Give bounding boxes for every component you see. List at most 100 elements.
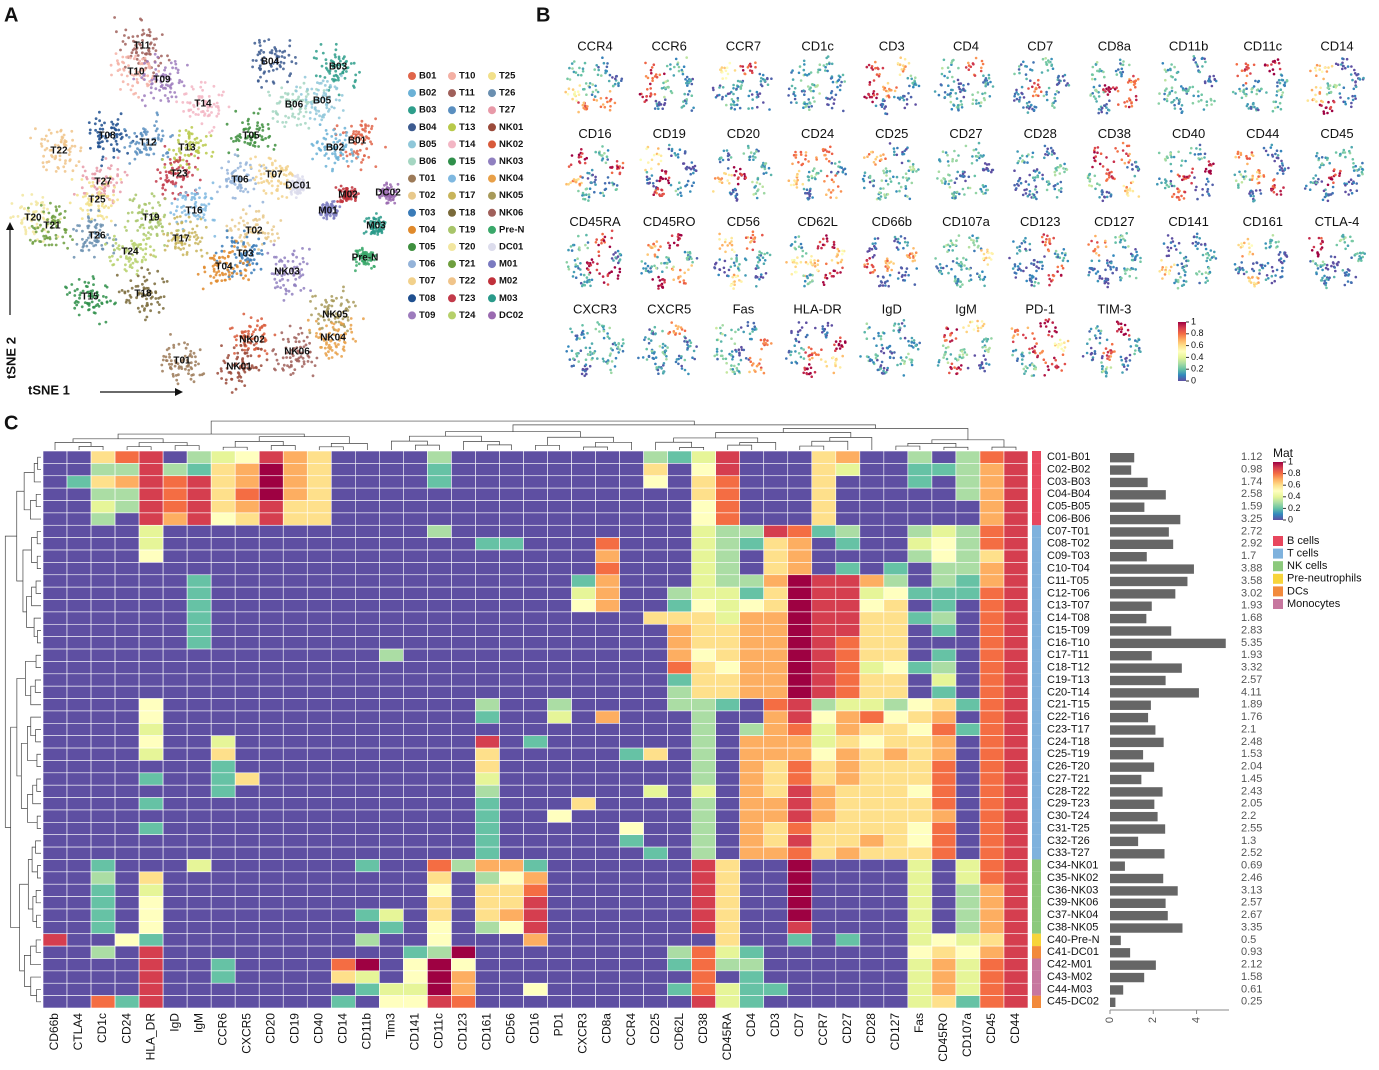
feature-point [645,98,648,102]
tsne-point [265,358,269,362]
feature-point [1191,101,1195,105]
tsne-point [141,28,145,32]
feature-point [615,160,619,163]
legend-swatch [488,174,496,183]
feature-point [1243,92,1246,96]
tsne-point [83,240,87,244]
tsne-point [16,215,20,218]
feature-point [910,181,914,185]
feature-point [1055,83,1059,86]
feature-point [1205,103,1209,107]
tsne-point [330,135,334,138]
legend-swatch [488,208,496,217]
tsne-point [234,109,238,113]
tsne-point [160,33,164,36]
feature-point [940,83,943,87]
feature-point [726,154,730,158]
feature-point [1121,63,1125,67]
tsne-point [284,174,288,177]
tsne-point [80,178,84,181]
tsne-point [117,150,121,153]
feature-point [906,195,909,198]
tsne-point [280,55,284,58]
tsne-point [362,128,365,132]
tsne-point [315,141,319,145]
feature-point [667,86,670,89]
tsne-point [220,369,223,373]
feature-point [1045,62,1048,66]
tsne-point [101,134,104,138]
feature-point [578,66,581,70]
tsne-point [163,163,167,166]
tsne-point [256,347,260,351]
tsne-point [352,300,355,304]
tsne-point [191,141,195,145]
tsne-point [168,222,172,226]
tsne-point [136,269,139,273]
feature-map [564,56,624,114]
tsne-point [258,169,261,173]
tsne-point [235,264,239,268]
feature-point [975,102,978,105]
tsne-point [134,73,138,77]
tsne-point [137,95,141,99]
feature-point [593,95,597,98]
tsne-point [306,92,310,96]
tsne-point [177,147,181,151]
tsne-point [252,218,256,222]
tsne-point [240,348,244,352]
tsne-point [311,144,315,147]
tsne-point [149,148,152,151]
feature-point [1094,63,1098,66]
feature-point [1064,84,1068,87]
feature-point [605,65,609,69]
feature-point [737,176,740,179]
feature-point [1015,88,1018,92]
feature-point [739,64,742,68]
feature-point [751,155,755,158]
tsne-point [146,268,150,271]
tsne-point [179,193,182,197]
tsne-point [150,78,154,82]
feature-point [1168,92,1171,96]
tsne-point [151,46,155,50]
feature-point [1025,101,1029,105]
feature-point [746,144,750,148]
feature-point [829,91,833,95]
feature-point [680,106,684,109]
tsne-point [300,365,304,368]
tsne-point [123,146,127,149]
legend-swatch [448,157,456,166]
feature-point [1254,79,1257,83]
feature-point [1283,84,1286,88]
tsne-point [239,165,242,168]
tsne-point [148,30,152,34]
feature-point [830,106,834,110]
tsne-point [163,248,167,252]
tsne-point [102,295,105,298]
tsne-point [342,345,346,349]
feature-point [946,66,950,69]
tsne-point [291,98,295,102]
marker-title: CCR6 [651,38,686,53]
tsne-point [129,88,133,92]
tsne-point [196,156,200,160]
tsne-point [166,151,170,155]
tsne-point [134,54,138,58]
feature-point [1178,98,1181,101]
tsne-point [304,110,308,114]
tsne-point [146,141,149,145]
feature-point [720,66,724,69]
feature-point [795,174,799,178]
tsne-point [317,109,321,113]
cluster-label: T19 [142,213,160,224]
panel-label: B [536,4,550,26]
tsne-point [288,324,292,328]
feature-point [1103,104,1107,107]
feature-point [649,82,652,86]
tsne-point [101,223,104,227]
tsne-point [246,354,250,358]
tsne-point [167,75,171,79]
feature-point [581,194,584,197]
feature-point [874,60,877,64]
